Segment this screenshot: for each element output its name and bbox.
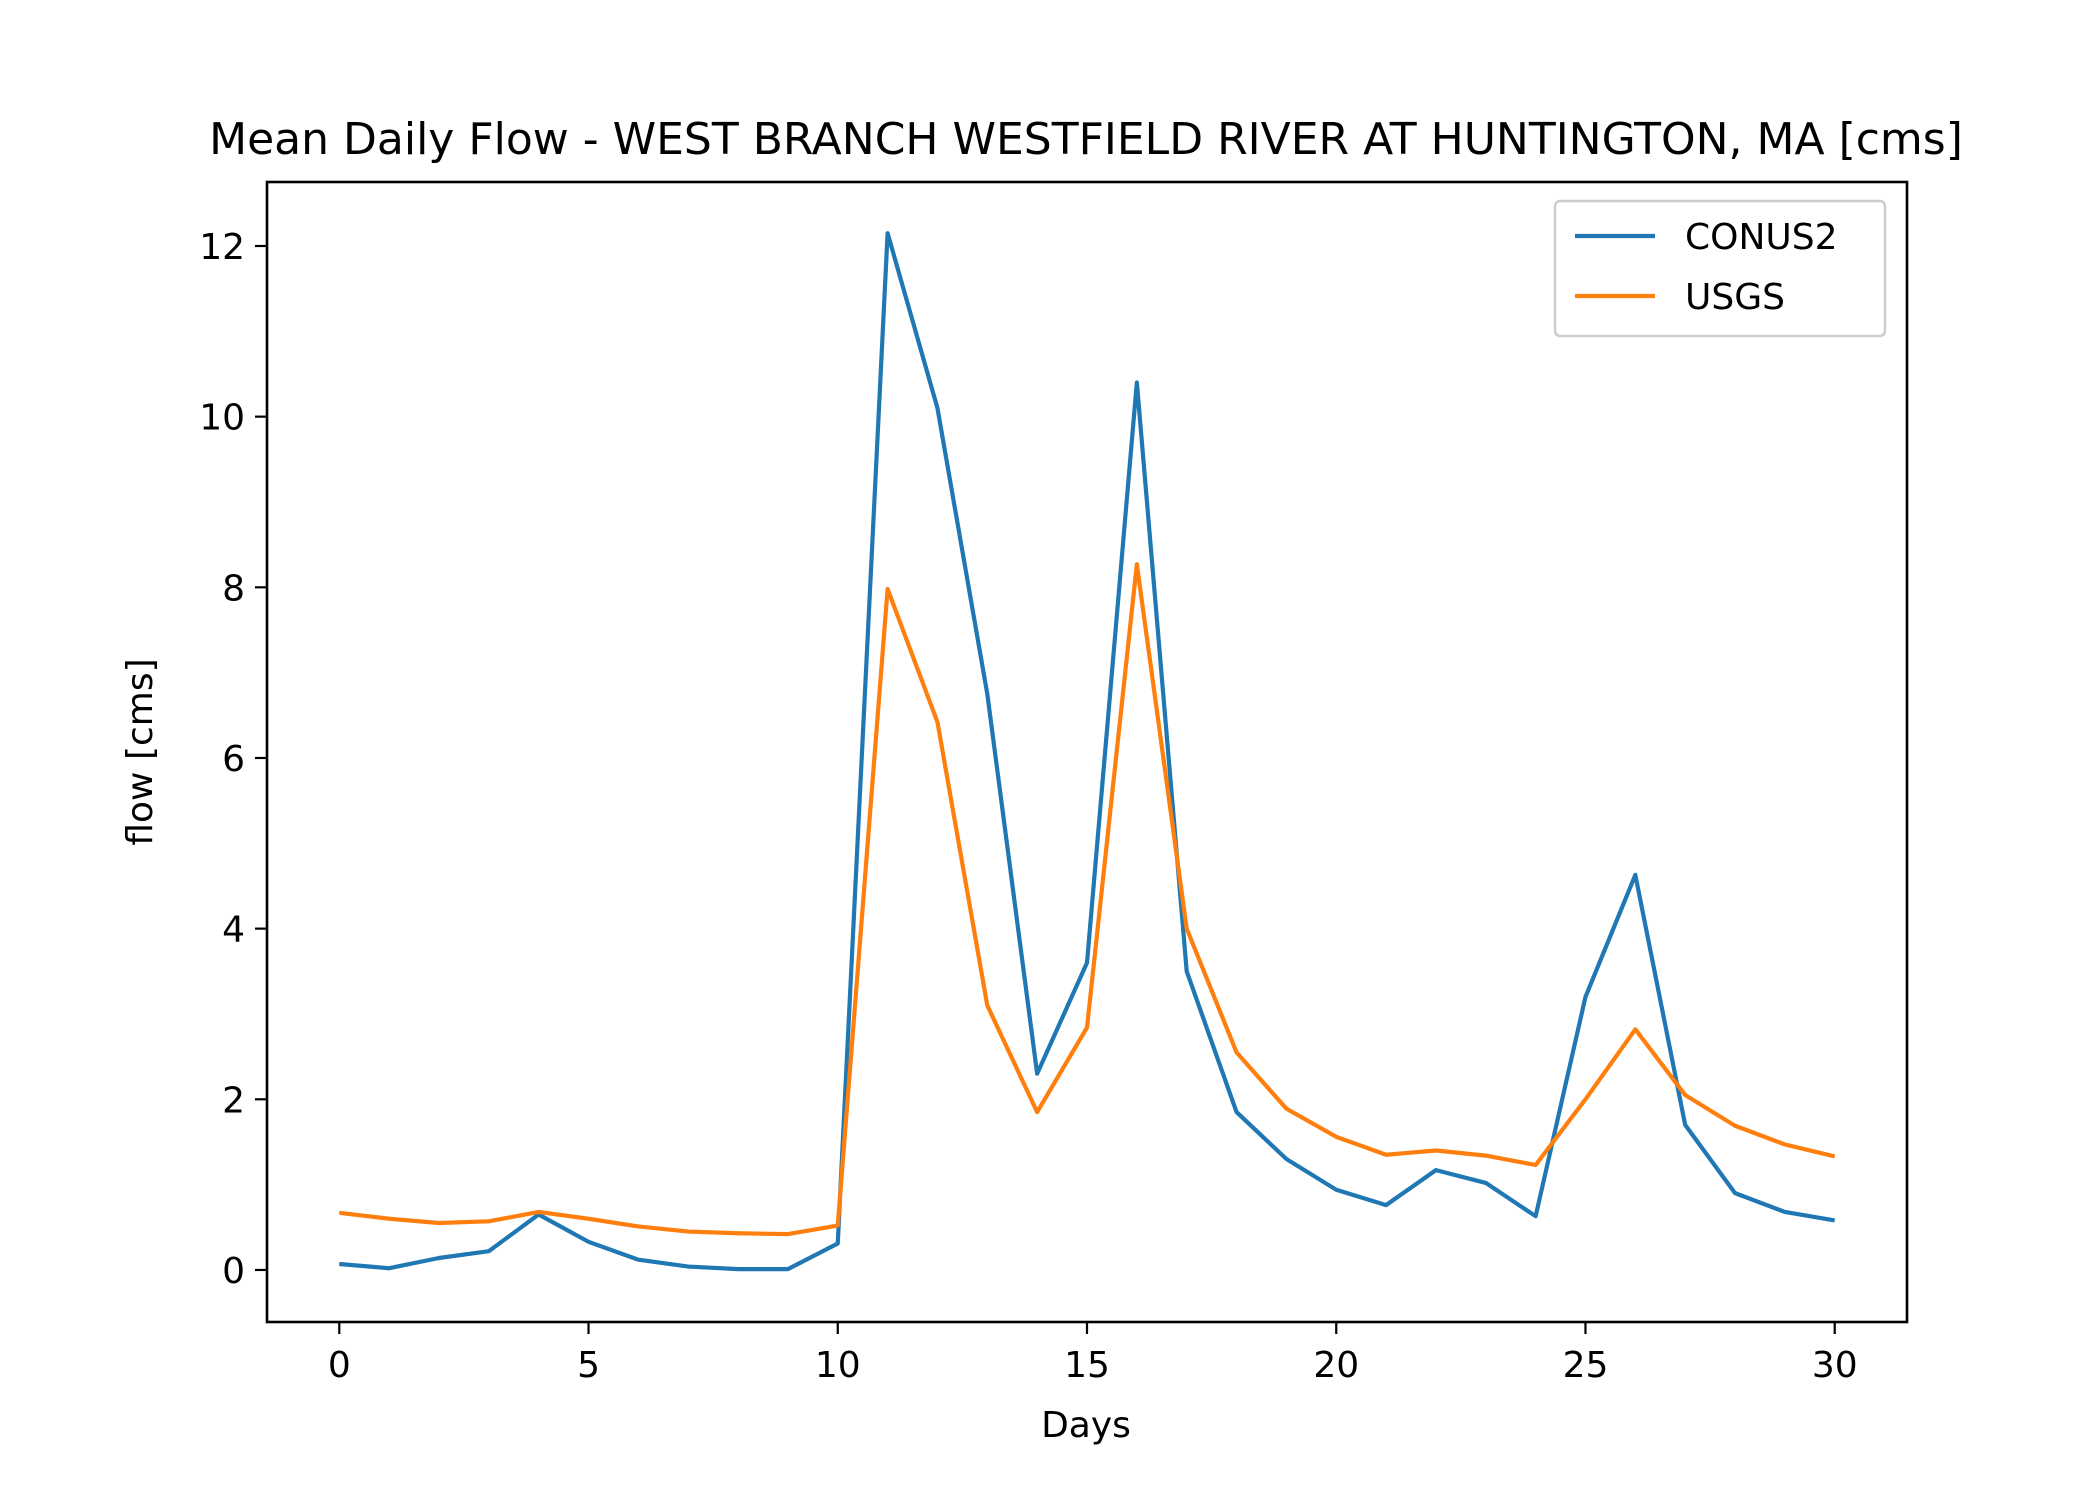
chart-title: Mean Daily Flow - WEST BRANCH WESTFIELD … bbox=[209, 114, 1963, 165]
x-tick-label: 0 bbox=[328, 1345, 351, 1386]
x-tick-label: 20 bbox=[1313, 1345, 1359, 1386]
y-tick-label: 0 bbox=[222, 1251, 245, 1292]
x-tick-label: 15 bbox=[1064, 1345, 1110, 1386]
x-tick-label: 30 bbox=[1812, 1345, 1858, 1386]
y-axis: 0 2 4 6 8 10 12 bbox=[199, 227, 267, 1292]
x-tick-label: 10 bbox=[815, 1345, 861, 1386]
x-tick-label: 5 bbox=[577, 1345, 600, 1386]
y-tick-label: 2 bbox=[222, 1080, 245, 1121]
y-tick-label: 10 bbox=[199, 398, 245, 439]
legend-label-usgs: USGS bbox=[1685, 277, 1785, 318]
y-tick-label: 6 bbox=[222, 739, 245, 780]
plot-area bbox=[339, 231, 1836, 1272]
y-tick-label: 8 bbox=[222, 568, 245, 609]
legend: CONUS2 USGS bbox=[1553, 199, 1887, 338]
y-tick-label: 4 bbox=[222, 910, 245, 951]
legend-items: CONUS2 USGS bbox=[1575, 217, 1838, 318]
y-tick-label: 12 bbox=[199, 227, 245, 268]
x-tick-label: 25 bbox=[1563, 1345, 1609, 1386]
x-axis-label: Days bbox=[1041, 1405, 1131, 1446]
series-line-conus2 bbox=[339, 231, 1836, 1272]
series-line-usgs bbox=[339, 562, 1836, 1237]
x-axis: 0 5 10 15 20 25 30 bbox=[328, 1322, 1858, 1386]
y-axis-label: flow [cms] bbox=[120, 658, 161, 845]
legend-label-conus2: CONUS2 bbox=[1685, 217, 1838, 258]
